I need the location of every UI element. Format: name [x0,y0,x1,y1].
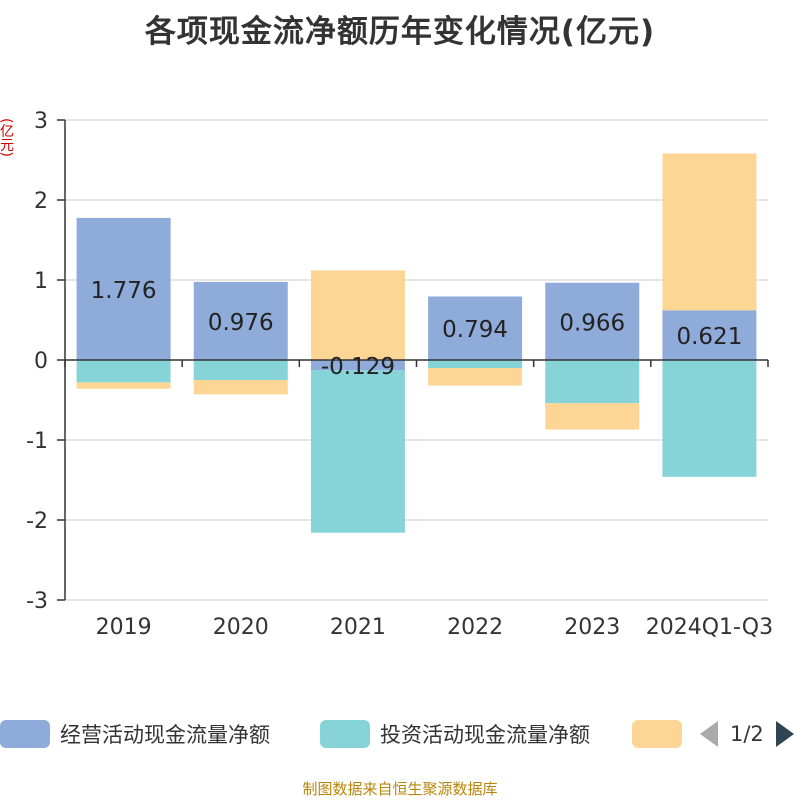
y-tick-label: 1 [34,269,48,294]
legend-swatch-operating [0,720,50,748]
legend-item-third-series[interactable] [632,714,682,754]
pager-page-indicator: 1/2 [730,722,764,746]
bar-operating [662,310,757,360]
legend-swatch-third-series [632,720,682,748]
data-label-operating: 0.621 [676,324,742,350]
data-label-operating: 0.976 [208,310,274,336]
y-tick-label: 2 [34,189,48,214]
bar-investing [662,360,757,477]
y-axis-unit: (亿元) [0,118,14,157]
y-tick-label: 0 [34,349,48,374]
data-label-operating: 0.794 [442,317,508,343]
legend-pager: 1/2 [700,714,794,754]
bar-third-series [545,403,640,430]
legend-item-operating[interactable]: 经营活动现金流量净额 [0,714,270,754]
legend-swatch-investing [320,720,370,748]
bar-operating [545,282,640,360]
bar-operating [310,360,405,371]
y-tick-label: 3 [34,109,48,134]
pager-prev-arrow-icon[interactable] [700,721,718,747]
data-label-operating: 0.966 [559,310,625,336]
bar-investing [310,370,405,533]
x-tick-label: 2021 [330,615,386,640]
bar-third-series [76,382,171,389]
bar-investing [193,360,288,380]
bar-third-series [310,270,405,360]
data-source-note: 制图数据来自恒生聚源数据库 [302,780,498,798]
x-tick-label: 2023 [564,615,620,640]
legend-label-operating: 经营活动现金流量净额 [60,723,270,747]
legend-item-investing[interactable]: 投资活动现金流量净额 [320,714,590,754]
y-tick-label: -3 [26,589,48,614]
x-tick-label: 2022 [447,615,503,640]
data-label-operating: 1.776 [91,278,157,304]
bar-investing [545,360,640,404]
bar-operating [428,296,523,360]
bar-third-series [428,368,523,386]
legend-label-investing: 投资活动现金流量净额 [380,723,590,747]
x-tick-label: 2024Q1-Q3 [646,615,773,640]
bar-investing [428,360,523,368]
bar-investing [76,360,171,383]
y-tick-label: -1 [26,429,48,454]
bar-third-series [193,380,288,395]
x-tick-label: 2020 [213,615,269,640]
data-label-operating: -0.129 [321,354,395,380]
x-tick-label: 2019 [96,615,152,640]
bar-third-series [662,153,757,311]
bar-operating [76,217,171,360]
bar-operating [193,281,288,360]
pager-next-arrow-icon[interactable] [775,721,794,747]
legend: 经营活动现金流量净额 投资活动现金流量净额 1/2 [0,714,800,754]
chart-title: 各项现金流净额历年变化情况(亿元) [144,14,656,50]
y-tick-label: -2 [26,509,48,534]
